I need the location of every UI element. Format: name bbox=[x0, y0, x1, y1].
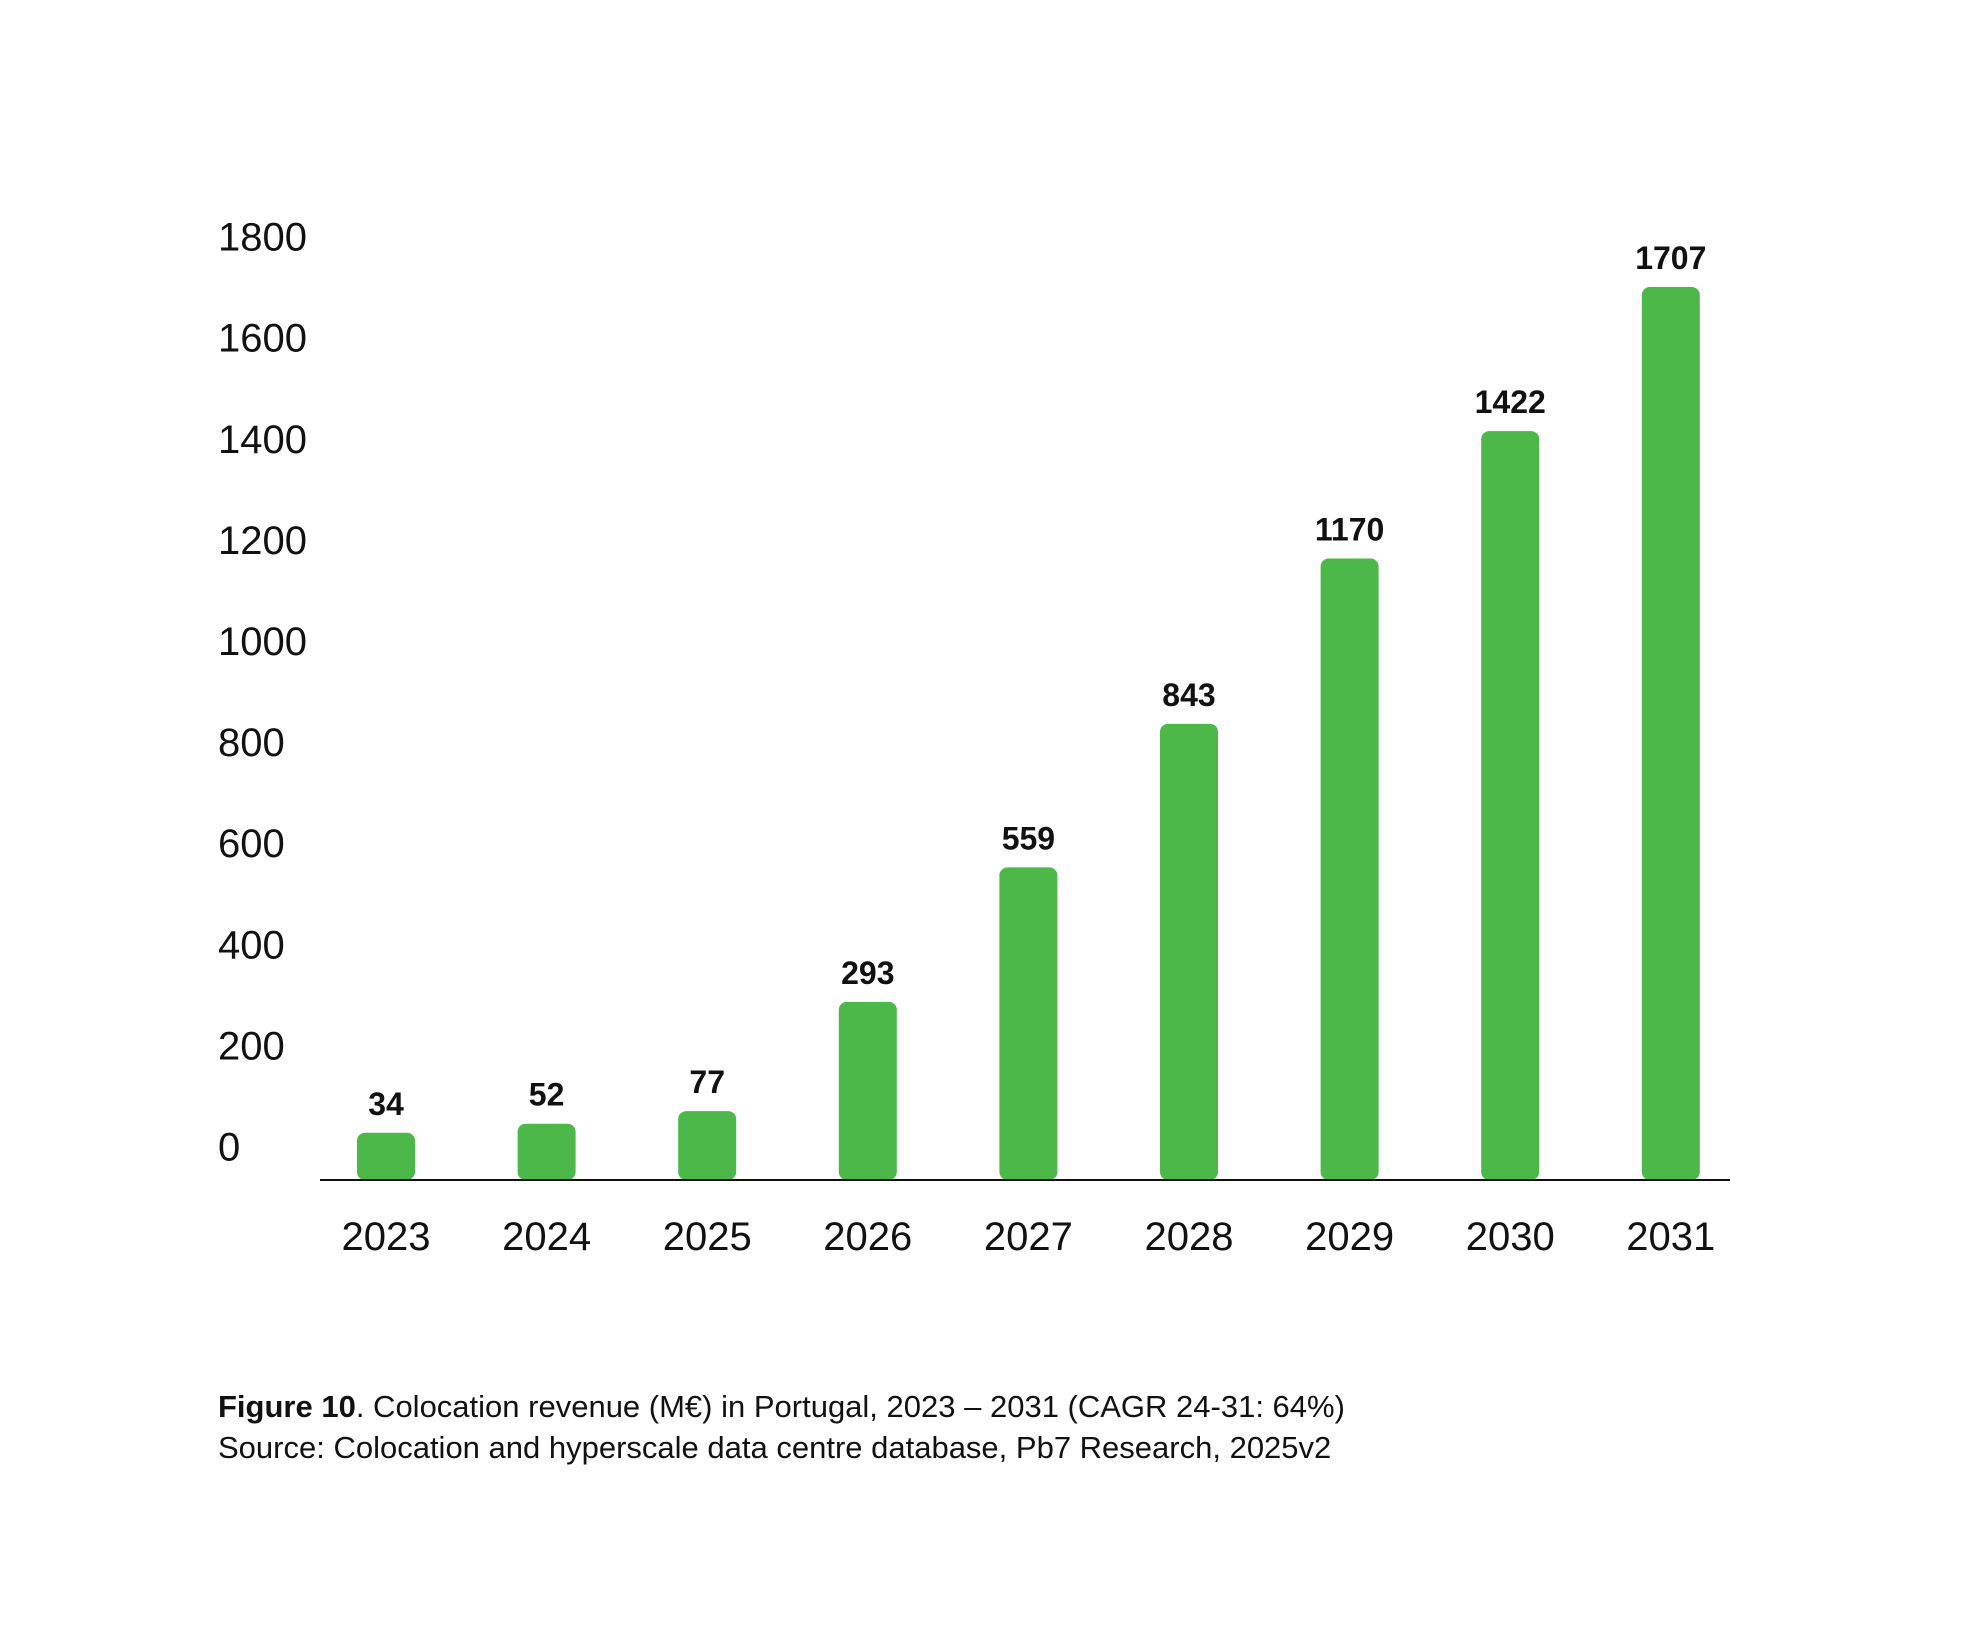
bar-2027 bbox=[999, 867, 1058, 1180]
data-label-2028: 843 bbox=[1162, 677, 1215, 713]
bar-2029 bbox=[1320, 558, 1379, 1180]
chart-canvas: 0 200 400 600 800 1000 1200 1400 1600 1800 34 52 77… bbox=[218, 216, 1730, 1259]
data-label-2030: 1422 bbox=[1475, 384, 1546, 420]
bar-2026 bbox=[838, 1001, 897, 1180]
data-label-2025: 77 bbox=[689, 1064, 725, 1100]
figure-number: Figure 10 bbox=[218, 1389, 356, 1424]
y-tick-label: 0 bbox=[218, 1126, 240, 1170]
caption-title-line: Figure 10. Colocation revenue (M€) in Po… bbox=[218, 1386, 1718, 1427]
bar-2030 bbox=[1481, 431, 1540, 1180]
data-label-2031: 1707 bbox=[1635, 240, 1706, 276]
x-tick-label-2029: 2029 bbox=[1305, 1215, 1394, 1259]
bar-2025 bbox=[678, 1111, 737, 1180]
y-tick-label: 1600 bbox=[218, 317, 307, 361]
data-label-2026: 293 bbox=[841, 955, 894, 991]
y-tick-label: 1400 bbox=[218, 418, 307, 462]
y-tick-label: 1800 bbox=[218, 216, 307, 260]
data-label-2027: 559 bbox=[1002, 820, 1055, 856]
figure-description: . Colocation revenue (M€) in Portugal, 2… bbox=[355, 1389, 1345, 1424]
bar-2028 bbox=[1160, 723, 1218, 1180]
y-tick-label: 600 bbox=[218, 822, 285, 866]
y-tick-label: 1200 bbox=[218, 519, 307, 563]
x-tick-label-2025: 2025 bbox=[663, 1215, 752, 1259]
bar-2023 bbox=[357, 1132, 415, 1180]
bar-2031 bbox=[1641, 287, 1700, 1180]
x-axis: 2023 2024 2025 2026 2027 2028 2029 2030 2031 bbox=[342, 1215, 1716, 1259]
bars bbox=[357, 287, 1700, 1180]
data-label-2024: 52 bbox=[529, 1077, 565, 1113]
x-tick-label-2026: 2026 bbox=[823, 1215, 912, 1259]
x-tick-label-2024: 2024 bbox=[502, 1215, 591, 1259]
y-tick-label: 800 bbox=[218, 721, 285, 765]
x-tick-label-2031: 2031 bbox=[1626, 1215, 1715, 1259]
y-tick-label: 200 bbox=[218, 1024, 285, 1068]
data-label-2023: 34 bbox=[368, 1086, 404, 1122]
bar-chart: 0 200 400 600 800 1000 1200 1400 1600 1800 34 52 77… bbox=[218, 216, 1730, 1259]
figure-caption: Figure 10. Colocation revenue (M€) in Po… bbox=[218, 1386, 1718, 1468]
data-labels: 34 52 77 293 559 843 1170 1422 1707 bbox=[368, 240, 1706, 1122]
y-tick-label: 1000 bbox=[218, 620, 307, 664]
y-axis: 0 200 400 600 800 1000 1200 1400 1600 1800 bbox=[218, 216, 307, 1170]
x-tick-label-2028: 2028 bbox=[1145, 1215, 1234, 1259]
x-tick-label-2030: 2030 bbox=[1466, 1215, 1555, 1259]
y-tick-label: 400 bbox=[218, 923, 285, 967]
caption-source: Source: Colocation and hyperscale data c… bbox=[218, 1430, 1332, 1465]
x-tick-label-2023: 2023 bbox=[342, 1215, 431, 1259]
bar-2024 bbox=[517, 1123, 576, 1180]
x-tick-label-2027: 2027 bbox=[984, 1215, 1073, 1259]
data-label-2029: 1170 bbox=[1315, 511, 1384, 547]
